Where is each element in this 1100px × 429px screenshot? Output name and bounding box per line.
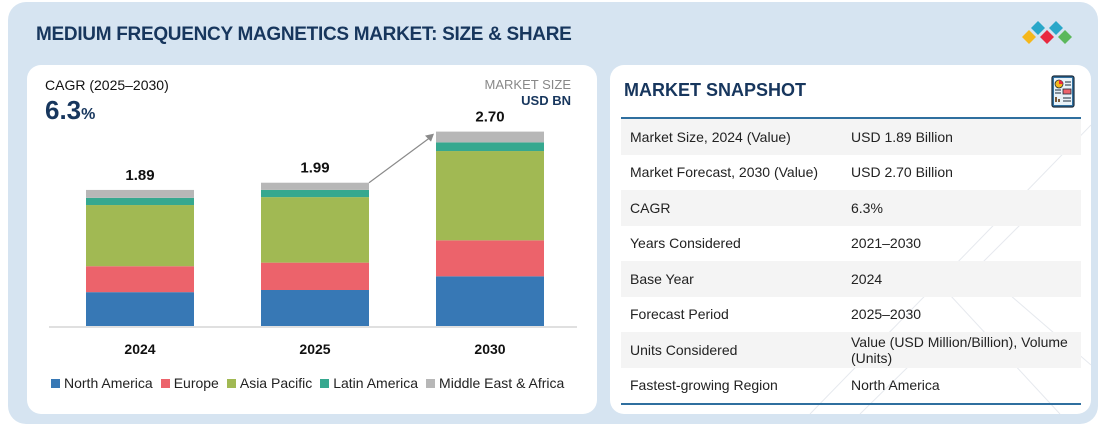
snapshot-row: Years Considered 2021–2030 xyxy=(621,226,1081,262)
snapshot-table: Market Size, 2024 (Value) USD 1.89 Billio… xyxy=(621,117,1081,405)
bar-segment-middle-east-africa-2024 xyxy=(86,189,194,198)
stacked-bar-chart: 1.89 2024 1.99 2025 2.70 2030 xyxy=(49,109,577,357)
infographic-card: MEDIUM FREQUENCY MAGNETICS MARKET: SIZE … xyxy=(8,2,1098,424)
bar-segment-middle-east-africa-2025 xyxy=(261,182,369,190)
legend-label: Middle East & Africa xyxy=(439,375,565,391)
cagr-label: CAGR (2025–2030) xyxy=(45,77,169,93)
x-tick-label: 2024 xyxy=(124,341,155,357)
legend-swatch xyxy=(226,378,236,388)
bar-segment-north-america-2030 xyxy=(436,276,544,326)
bar-segment-asia-pacific-2025 xyxy=(261,197,369,263)
chart-legend: North America Europe Asia Pacific Latin Ame… xyxy=(51,375,564,391)
legend-item: Asia Pacific xyxy=(226,375,313,391)
growth-arrow-line xyxy=(368,137,431,184)
snapshot-value: 2024 xyxy=(851,270,883,287)
market-size-panel: CAGR (2025–2030) 6.3% MARKET SIZE USD BN… xyxy=(27,65,597,414)
snapshot-key: Market Size, 2024 (Value) xyxy=(630,128,791,145)
snapshot-key: Base Year xyxy=(630,270,694,287)
bar-segment-europe-2024 xyxy=(86,266,194,293)
snapshot-key: Units Considered xyxy=(630,341,738,358)
bar-segment-latin-america-2030 xyxy=(436,142,544,152)
snapshot-value: North America xyxy=(851,377,940,394)
growth-arrow-head xyxy=(425,133,434,142)
legend-label: Asia Pacific xyxy=(239,375,313,391)
snapshot-key: Fastest-growing Region xyxy=(630,377,778,394)
bar-segment-europe-2030 xyxy=(436,240,544,277)
legend-item: Middle East & Africa xyxy=(426,375,564,391)
bar-total-label: 2.70 xyxy=(475,109,504,126)
x-tick-label: 2025 xyxy=(299,341,330,357)
bar-segment-asia-pacific-2024 xyxy=(86,205,194,267)
x-tick-label: 2030 xyxy=(474,341,505,357)
snapshot-row: CAGR 6.3% xyxy=(621,190,1081,226)
legend-swatch xyxy=(160,378,170,388)
market-snapshot-panel: MARKET SNAPSHOT Market Size, 2024 (Value… xyxy=(610,65,1091,414)
snapshot-row: Forecast Period 2025–2030 xyxy=(621,297,1081,333)
bar-segment-north-america-2024 xyxy=(86,292,194,326)
legend-item: Latin America xyxy=(320,375,418,391)
market-size-label: MARKET SIZE xyxy=(484,77,571,92)
cagr-number: 6.3 xyxy=(45,95,82,125)
legend-swatch xyxy=(51,378,60,388)
report-document-icon xyxy=(1051,75,1075,108)
legend-swatch xyxy=(320,378,330,388)
cagr-value: 6.3% xyxy=(45,95,95,126)
snapshot-value: 6.3% xyxy=(851,199,883,216)
legend-label: North America xyxy=(64,375,153,391)
snapshot-row: Base Year 2024 xyxy=(621,261,1081,297)
legend-label: Europe xyxy=(173,375,219,391)
snapshot-row: Fastest-growing Region North America xyxy=(621,368,1081,404)
bar-segment-latin-america-2024 xyxy=(86,197,194,206)
snapshot-row: Units Considered Value (USD Million/Billi… xyxy=(621,332,1081,368)
cagr-unit: % xyxy=(81,106,96,123)
snapshot-key: Forecast Period xyxy=(630,306,729,323)
snapshot-value: USD 1.89 Billion xyxy=(851,128,953,145)
market-size-unit: USD BN xyxy=(521,93,571,108)
bar-total-label: 1.99 xyxy=(300,160,329,177)
snapshot-row: Market Size, 2024 (Value) USD 1.89 Billio… xyxy=(621,119,1081,155)
snapshot-value: Value (USD Million/Billion), Volume (Uni… xyxy=(851,333,1068,366)
snapshot-key: Years Considered xyxy=(630,235,741,252)
snapshot-key: CAGR xyxy=(630,199,671,216)
snapshot-value: 2025–2030 xyxy=(851,306,922,323)
bar-segment-asia-pacific-2030 xyxy=(436,151,544,241)
snapshot-value: USD 2.70 Billion xyxy=(851,164,953,181)
bar-segment-north-america-2025 xyxy=(261,290,369,326)
snapshot-key: Market Forecast, 2030 (Value) xyxy=(630,164,819,181)
legend-swatch xyxy=(426,378,436,388)
bar-total-label: 1.89 xyxy=(125,167,154,184)
brand-diamonds-icon xyxy=(1022,21,1072,44)
snapshot-value: 2021–2030 xyxy=(851,235,922,252)
snapshot-row: Market Forecast, 2030 (Value) USD 2.70 Bi… xyxy=(621,155,1081,191)
legend-item: Europe xyxy=(160,375,219,391)
bar-segment-europe-2025 xyxy=(261,262,369,290)
bar-segment-middle-east-africa-2030 xyxy=(436,131,544,143)
legend-item: North America xyxy=(51,375,153,391)
page-title: MEDIUM FREQUENCY MAGNETICS MARKET: SIZE … xyxy=(36,24,572,45)
snapshot-title: MARKET SNAPSHOT xyxy=(624,80,807,100)
legend-label: Latin America xyxy=(333,375,419,391)
bar-segment-latin-america-2025 xyxy=(261,189,369,198)
